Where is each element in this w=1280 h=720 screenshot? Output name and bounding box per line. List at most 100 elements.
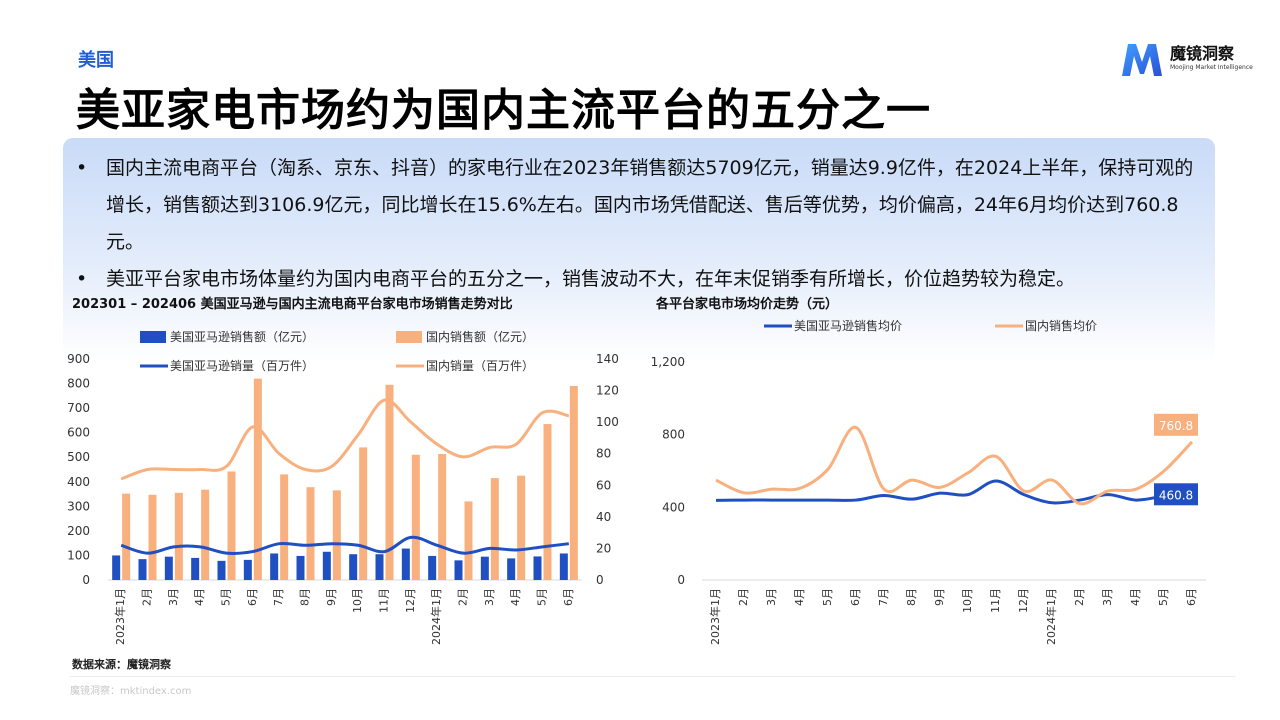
legend-label: 美国亚马逊销售均价 bbox=[794, 318, 902, 333]
x-tick-label: 7月 bbox=[877, 588, 890, 606]
bar-domestic-sales bbox=[227, 471, 236, 580]
x-tick-label: 2月 bbox=[1073, 588, 1086, 606]
y2-axis-tick-label: 20 bbox=[596, 541, 611, 555]
x-tick-label: 2月 bbox=[737, 588, 750, 606]
x-tick-label: 2月 bbox=[141, 588, 154, 606]
bar-domestic-sales bbox=[201, 489, 210, 580]
bar-domestic-sales bbox=[253, 378, 262, 580]
x-tick-label: 12月 bbox=[1017, 588, 1030, 613]
bar-domestic-sales bbox=[332, 490, 341, 580]
x-tick-label: 3月 bbox=[167, 588, 180, 606]
bar-domestic-sales bbox=[306, 487, 315, 580]
x-tick-label: 11月 bbox=[989, 588, 1002, 613]
bar-amazon-sales bbox=[243, 559, 252, 580]
y-axis-tick-label: 300 bbox=[67, 499, 90, 513]
bar-amazon-sales bbox=[322, 551, 331, 580]
logo-subtitle: Moojing Market Intelligence bbox=[1170, 64, 1253, 71]
bar-amazon-sales bbox=[191, 557, 200, 580]
y2-axis-tick-label: 140 bbox=[596, 352, 619, 366]
line-domestic-volume bbox=[120, 398, 570, 481]
y-axis-tick-label: 400 bbox=[67, 475, 90, 489]
bullet-text: 美亚平台家电市场体量约为国内电商平台的五分之一，销售波动不大，在年末促销季有所增… bbox=[106, 268, 1076, 290]
y-axis-tick-label: 900 bbox=[67, 352, 90, 366]
bar-domestic-sales bbox=[543, 424, 552, 580]
bar-domestic-sales bbox=[438, 454, 447, 580]
y-axis-tick-label: 0 bbox=[677, 573, 685, 587]
chart-2-title: 各平台家电市场均价走势（元） bbox=[656, 297, 839, 312]
y-axis-tick-label: 800 bbox=[67, 377, 90, 391]
x-tick-label: 4月 bbox=[793, 588, 806, 606]
bar-amazon-sales bbox=[164, 556, 173, 580]
footer-divider bbox=[70, 676, 1236, 677]
bar-domestic-sales bbox=[464, 501, 473, 580]
bar-amazon-sales bbox=[138, 559, 147, 580]
bar-domestic-sales bbox=[280, 474, 289, 580]
y-axis-tick-label: 100 bbox=[67, 548, 90, 562]
x-tick-label: 6月 bbox=[246, 588, 259, 606]
x-tick-label: 6月 bbox=[562, 588, 575, 606]
y-axis-tick-label: 700 bbox=[67, 401, 90, 415]
y-axis-tick-label: 800 bbox=[662, 428, 685, 442]
bar-domestic-sales bbox=[385, 384, 394, 580]
bar-amazon-sales bbox=[454, 560, 463, 580]
x-tick-label: 4月 bbox=[509, 588, 522, 606]
bar-amazon-sales bbox=[112, 555, 121, 580]
line-amazon-volume bbox=[120, 535, 570, 555]
legend-label: 国内销售额（亿元） bbox=[426, 329, 534, 344]
x-tick-label: 4月 bbox=[193, 588, 206, 606]
x-tick-label: 2024年1月 bbox=[1044, 588, 1058, 645]
x-tick-label: 5月 bbox=[220, 588, 233, 606]
bar-domestic-sales bbox=[411, 454, 420, 580]
bar-domestic-sales bbox=[569, 386, 578, 580]
sales-trend-chart: 美国亚马逊销售额（亿元） 国内销售额（亿元） 美国亚马逊销量（百万件） 国内销量（百万… bbox=[67, 329, 619, 645]
y2-axis-tick-label: 60 bbox=[596, 478, 611, 492]
bar-amazon-sales bbox=[480, 556, 489, 580]
legend-label: 国内销售均价 bbox=[1025, 318, 1097, 333]
x-tick-label: 5月 bbox=[1157, 588, 1170, 606]
logo-name: 魔镜洞察 bbox=[1170, 44, 1235, 63]
x-tick-label: 10月 bbox=[961, 588, 974, 613]
bar-amazon-sales bbox=[217, 560, 226, 580]
logo-mark-icon bbox=[1122, 44, 1162, 76]
bullet-marker: • bbox=[76, 268, 88, 290]
x-tick-label: 5月 bbox=[821, 588, 834, 606]
y-axis-tick-label: 0 bbox=[82, 573, 90, 587]
x-tick-label: 2024年1月 bbox=[429, 588, 443, 645]
y-axis-tick-label: 200 bbox=[67, 524, 90, 538]
bar-amazon-sales bbox=[559, 553, 568, 580]
x-tick-label: 11月 bbox=[378, 588, 391, 613]
x-tick-label: 7月 bbox=[272, 588, 285, 606]
legend-label: 国内销量（百万件） bbox=[426, 359, 534, 373]
x-tick-label: 10月 bbox=[351, 588, 364, 613]
bullet-item: • 美亚平台家电市场体量约为国内电商平台的五分之一，销售波动不大，在年末促销季有… bbox=[72, 261, 1212, 298]
x-tick-label: 4月 bbox=[1129, 588, 1142, 606]
bar-amazon-sales bbox=[270, 553, 279, 580]
x-tick-label: 2023年1月 bbox=[113, 588, 127, 645]
line-amazon-avg-price bbox=[715, 479, 1193, 505]
bar-amazon-sales bbox=[349, 554, 358, 580]
bar-amazon-sales bbox=[296, 555, 305, 580]
bar-amazon-sales bbox=[533, 556, 542, 580]
x-tick-label: 6月 bbox=[849, 588, 862, 606]
x-tick-label: 5月 bbox=[536, 588, 549, 606]
bar-domestic-sales bbox=[517, 475, 526, 580]
legend-swatch bbox=[396, 331, 422, 343]
legend-label: 美国亚马逊销售额（亿元） bbox=[170, 329, 314, 344]
y2-axis-tick-label: 100 bbox=[596, 415, 619, 429]
bar-amazon-sales bbox=[375, 554, 384, 580]
brand-logo: 魔镜洞察 Moojing Market Intelligence bbox=[1118, 40, 1258, 80]
x-tick-label: 8月 bbox=[299, 588, 312, 606]
footer-text: 魔镜洞察：mktindex.com bbox=[70, 686, 192, 697]
y2-axis-tick-label: 120 bbox=[596, 384, 619, 398]
y-axis-tick-label: 1,200 bbox=[651, 355, 685, 369]
bullet-item: • 国内主流电商平台（淘系、京东、抖音）的家电行业在2023年销售额达5709亿… bbox=[72, 150, 1212, 261]
bar-domestic-sales bbox=[490, 478, 499, 580]
x-tick-label: 2023年1月 bbox=[708, 588, 722, 645]
page-title: 美亚家电市场约为国内主流平台的五分之一 bbox=[76, 85, 931, 136]
legend-label: 美国亚马逊销量（百万件） bbox=[170, 359, 314, 373]
bar-amazon-sales bbox=[507, 558, 516, 580]
summary-bullets: • 国内主流电商平台（淘系、京东、抖音）的家电行业在2023年销售额达5709亿… bbox=[72, 150, 1212, 298]
end-label-box-domestic bbox=[1154, 413, 1198, 436]
x-tick-label: 9月 bbox=[933, 588, 946, 606]
x-tick-label: 3月 bbox=[483, 588, 496, 606]
